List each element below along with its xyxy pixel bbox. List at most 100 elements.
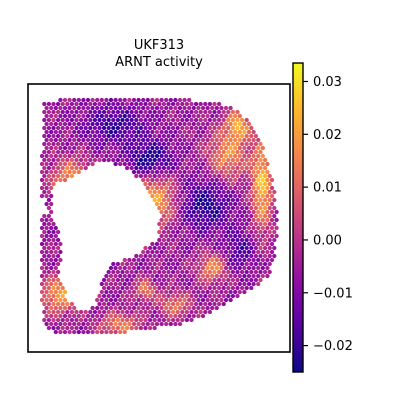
spot <box>189 285 194 291</box>
spot <box>115 157 121 163</box>
spot <box>138 261 144 267</box>
spot <box>180 117 185 123</box>
spot <box>182 185 187 191</box>
spot <box>223 129 229 135</box>
spot <box>214 305 219 311</box>
spot <box>122 265 127 271</box>
spot <box>127 305 132 311</box>
spot <box>44 113 49 119</box>
spot <box>173 201 178 207</box>
spot <box>67 313 72 319</box>
spot <box>198 261 203 267</box>
spot <box>219 129 224 135</box>
spot <box>235 277 240 283</box>
spot <box>145 121 150 127</box>
spot <box>97 101 102 107</box>
spot <box>53 329 58 335</box>
spot <box>239 213 245 219</box>
spot <box>124 301 130 307</box>
spot <box>230 133 236 139</box>
spot <box>187 257 192 263</box>
spot <box>180 253 185 259</box>
spot <box>205 297 210 303</box>
spot <box>141 289 146 295</box>
spot <box>42 229 47 235</box>
spot <box>239 173 245 179</box>
spot <box>233 241 238 247</box>
spot <box>122 297 127 303</box>
spot <box>120 325 125 331</box>
spot <box>173 249 178 255</box>
spot <box>108 305 114 311</box>
spot <box>122 129 127 135</box>
spot <box>62 177 68 183</box>
spot <box>120 301 125 307</box>
spot <box>205 185 210 191</box>
spot <box>124 261 130 267</box>
spot <box>53 289 58 295</box>
spot <box>78 125 84 131</box>
spot <box>193 301 199 307</box>
spot <box>131 105 137 111</box>
spot <box>205 233 210 239</box>
spot <box>62 153 68 159</box>
spot <box>92 117 98 123</box>
spot <box>51 157 56 163</box>
spot <box>154 177 160 183</box>
spot <box>230 293 236 299</box>
spot <box>230 205 236 211</box>
spot <box>90 129 95 135</box>
spot <box>223 233 229 239</box>
spot <box>111 133 116 139</box>
spot <box>97 301 102 307</box>
spot <box>51 173 56 179</box>
spot <box>108 145 114 151</box>
spot <box>164 281 169 287</box>
spot <box>127 113 132 119</box>
spot <box>46 309 52 315</box>
spot <box>55 125 61 131</box>
spot <box>182 193 187 199</box>
spot <box>136 321 141 327</box>
spot <box>191 305 196 311</box>
spot <box>159 321 164 327</box>
spot <box>228 201 233 207</box>
spot <box>154 289 160 295</box>
spot <box>177 289 183 295</box>
spot <box>122 289 127 295</box>
spot <box>159 217 164 223</box>
spot <box>143 317 148 323</box>
spot <box>159 241 164 247</box>
spot <box>177 137 183 143</box>
spot <box>145 305 150 311</box>
spot <box>49 185 54 191</box>
spot <box>170 205 176 211</box>
spot <box>58 177 63 183</box>
spot <box>65 133 70 139</box>
spot <box>120 133 125 139</box>
colorbar-tick-label: 0.01 <box>313 181 342 196</box>
spot <box>182 137 187 143</box>
spot <box>177 153 183 159</box>
spot <box>175 117 180 123</box>
spot <box>97 325 102 331</box>
spot <box>76 161 81 167</box>
spot <box>214 233 219 239</box>
spot <box>157 293 162 299</box>
spot <box>196 241 201 247</box>
spot <box>69 141 75 147</box>
spot <box>134 125 139 131</box>
spot <box>78 133 84 139</box>
spot <box>187 313 192 319</box>
spot <box>58 121 63 127</box>
spot <box>67 169 72 175</box>
spot <box>210 145 215 151</box>
spot <box>39 249 45 255</box>
spot <box>207 173 213 179</box>
spot <box>228 129 233 135</box>
spot <box>69 165 75 171</box>
spot <box>108 153 114 159</box>
spot <box>207 237 213 243</box>
spot <box>251 129 256 135</box>
spot <box>106 317 111 323</box>
